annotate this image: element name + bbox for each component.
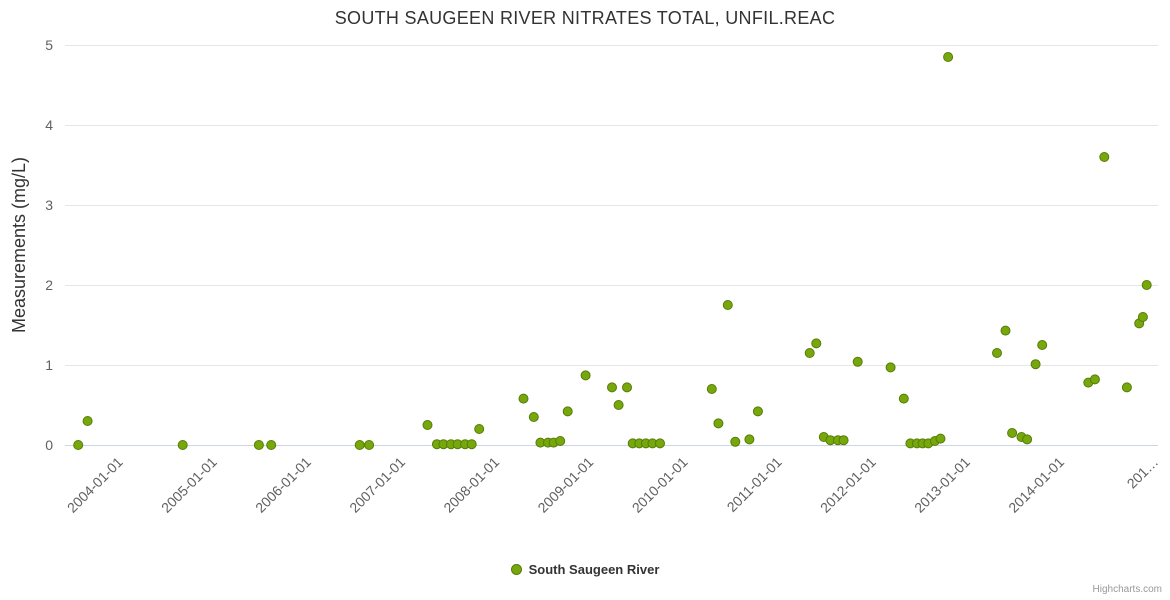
data-point[interactable] [580,370,591,381]
legend-label: South Saugeen River [528,562,660,577]
data-point[interactable] [518,393,529,404]
y-axis-tick-label: 0 [45,437,53,453]
data-point[interactable] [622,382,632,393]
data-point[interactable] [1089,374,1100,385]
data-point[interactable] [1099,152,1110,162]
data-point[interactable] [852,356,863,367]
data-point[interactable] [466,439,477,450]
y-axis-title: Measurements (mg/L) [9,156,29,334]
data-point[interactable] [422,420,433,430]
x-axis-tick-label: 201… [1124,454,1162,492]
data-point[interactable] [1022,434,1033,445]
legend-item-south-saugeen-river[interactable]: South Saugeen River [0,562,1170,577]
x-axis-tick-label: 2012-01-01 [817,454,879,516]
legend-marker-icon [510,564,522,575]
data-point[interactable] [607,382,617,393]
data-point[interactable] [706,384,717,394]
data-point[interactable] [804,348,815,358]
y-axis-tick-label: 2 [45,277,53,293]
x-axis-tick-label: 2011-01-01 [724,454,785,515]
data-point[interactable] [1007,428,1018,438]
y-axis-tick-label: 1 [45,357,53,373]
x-axis-tick-label: 2014-01-01 [1005,454,1067,516]
data-point[interactable] [364,440,375,450]
data-point[interactable] [1037,340,1048,350]
highcharts-credits-link[interactable]: Highcharts.com [1092,584,1162,595]
x-axis-tick-label: 2005-01-01 [158,454,220,516]
data-point[interactable] [1030,359,1041,370]
data-point[interactable] [1141,280,1152,290]
data-point[interactable] [562,406,573,417]
x-axis-tick-label: 2004-01-01 [64,454,126,516]
x-axis-tick-label: 2008-01-01 [440,454,502,516]
data-point[interactable] [885,362,896,373]
data-point[interactable] [1137,312,1148,322]
data-point[interactable] [752,406,763,417]
data-point[interactable] [811,338,822,349]
data-point[interactable] [898,393,909,404]
data-point[interactable] [253,440,264,450]
x-axis-tick-label: 2010-01-01 [629,454,691,516]
data-point[interactable] [266,440,277,450]
data-point[interactable] [73,440,84,450]
data-point[interactable] [838,435,849,446]
x-axis-tick-label: 2006-01-01 [252,454,314,516]
data-point[interactable] [474,424,485,434]
data-point[interactable] [1121,382,1132,393]
data-point[interactable] [1000,325,1011,336]
y-axis-tick-label: 5 [45,37,53,53]
y-axis-tick-label: 3 [45,197,53,213]
data-point[interactable] [613,400,624,410]
x-axis-tick-label: 2009-01-01 [534,454,596,516]
data-point[interactable] [935,433,946,444]
x-axis-tick-label: 2013-01-01 [911,454,973,516]
data-point[interactable] [177,440,188,450]
x-axis-tick-label: 2007-01-01 [346,454,408,516]
data-point[interactable] [744,434,755,445]
data-point[interactable] [713,418,724,429]
y-axis-tick-label: 4 [45,117,53,133]
data-point[interactable] [943,52,954,62]
data-point[interactable] [655,438,665,449]
data-point[interactable] [555,436,566,446]
data-point[interactable] [354,440,365,450]
data-point[interactable] [528,412,539,422]
data-point[interactable] [82,416,93,426]
data-point[interactable] [992,348,1002,358]
data-point[interactable] [730,436,741,447]
data-point[interactable] [722,300,733,310]
chart-title: SOUTH SAUGEEN RIVER NITRATES TOTAL, UNFI… [334,8,836,28]
